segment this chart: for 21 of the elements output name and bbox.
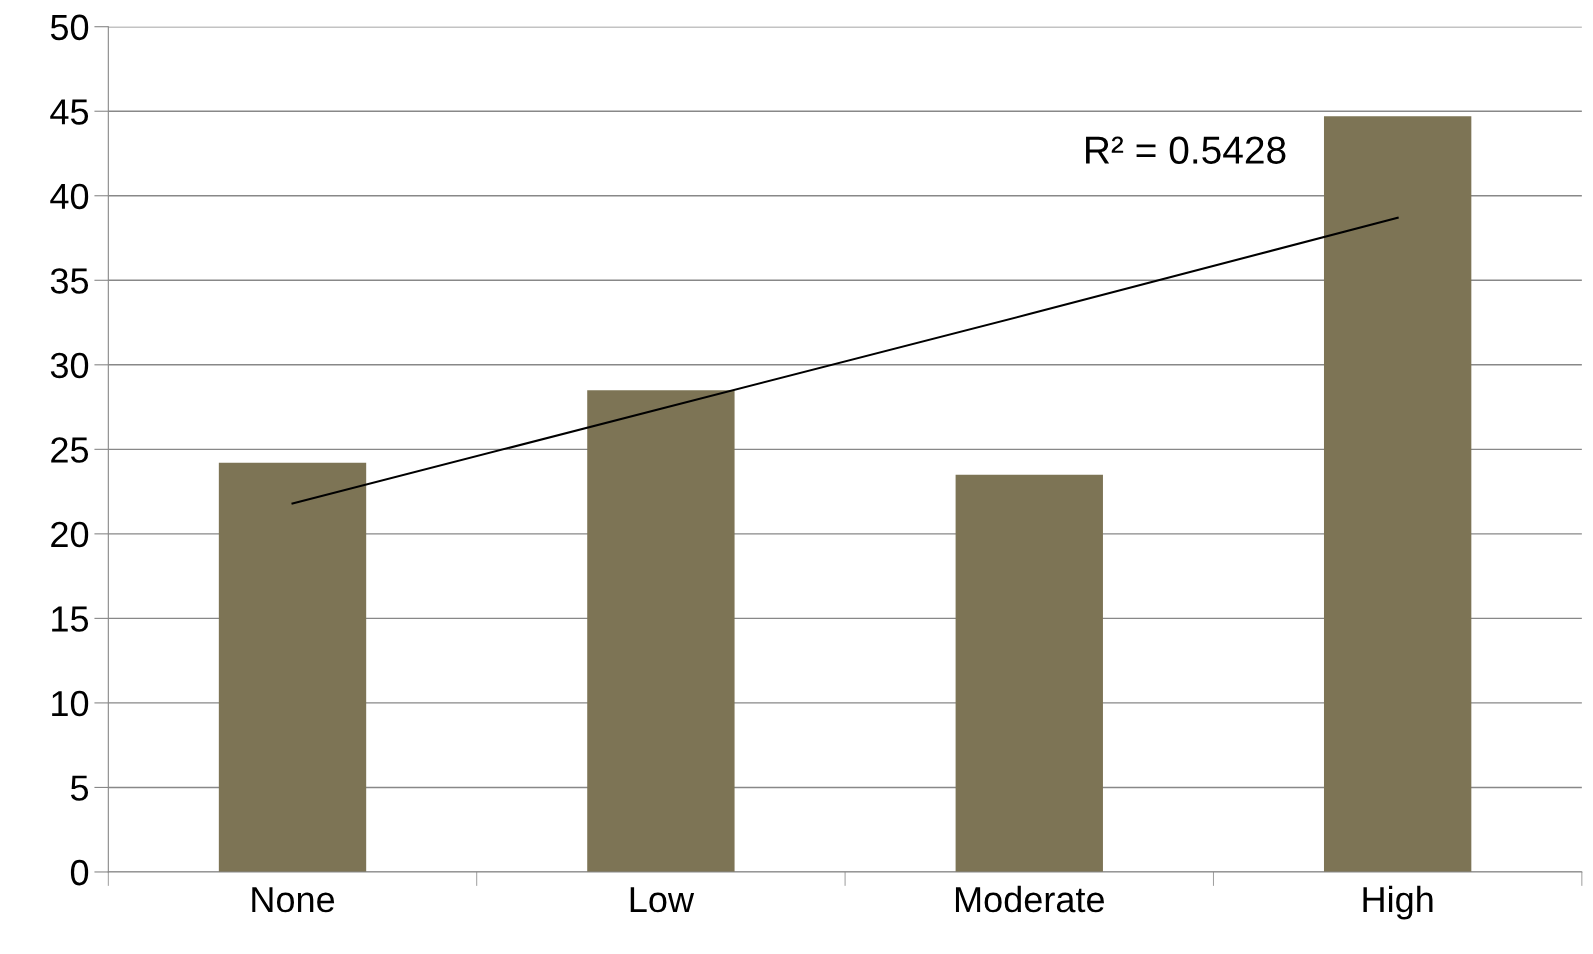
y-tick-label: 15 <box>52 606 89 632</box>
annotation: R² = 0.5428 <box>1086 136 1286 164</box>
bar <box>1323 116 1472 872</box>
bar <box>218 462 367 872</box>
y-tick-label: 30 <box>50 352 89 379</box>
y-tick-label: 10 <box>52 690 89 717</box>
y-tick-label: 35 <box>50 268 89 294</box>
bar <box>955 474 1103 872</box>
y-tick-label: 40 <box>50 183 89 210</box>
bar <box>587 390 735 872</box>
x-tick-label: None <box>252 887 335 913</box>
x-tick-label: Moderate <box>955 885 1104 913</box>
y-tick-label: 0 <box>70 859 89 886</box>
y-tick-label: 25 <box>51 437 89 463</box>
y-tick-label: 50 <box>50 14 89 41</box>
y-tick-label: 45 <box>50 99 89 125</box>
y-tick-label: 20 <box>51 521 89 548</box>
x-tick-label: Low <box>630 887 695 913</box>
line-series <box>291 216 1399 505</box>
y-tick-label: 5 <box>70 775 89 801</box>
x-tick-label: High <box>1363 885 1433 920</box>
